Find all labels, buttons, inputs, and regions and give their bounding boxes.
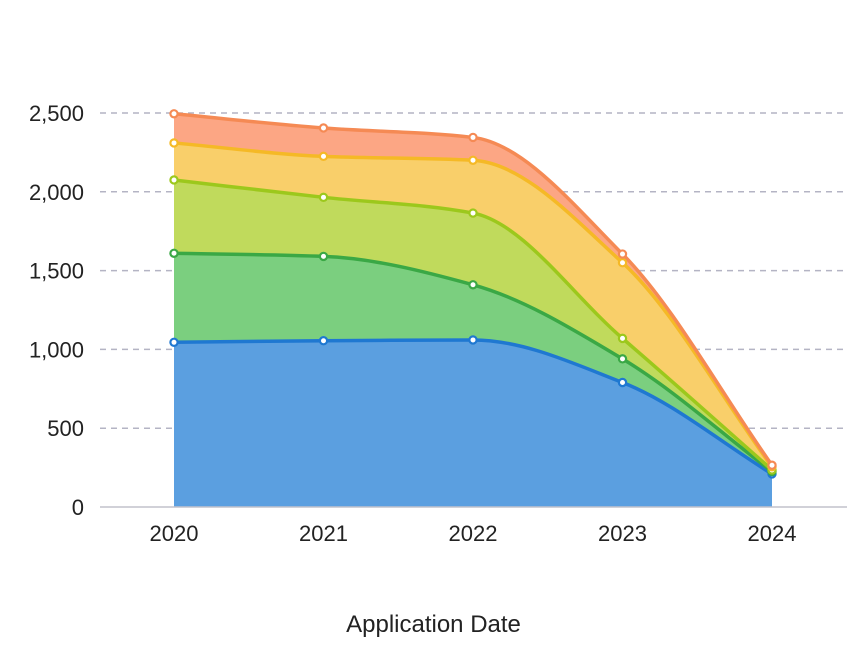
data-point xyxy=(320,337,327,344)
data-point xyxy=(170,176,177,183)
y-tick-label: 500 xyxy=(47,416,84,441)
data-point xyxy=(320,253,327,260)
data-point xyxy=(170,110,177,117)
data-point xyxy=(320,124,327,131)
y-tick-label: 1,500 xyxy=(29,259,84,284)
data-point xyxy=(170,339,177,346)
x-axis-title: Application Date xyxy=(346,611,521,638)
y-tick-label: 0 xyxy=(72,495,84,520)
data-point xyxy=(469,209,476,216)
y-tick-label: 2,000 xyxy=(29,180,84,205)
data-point xyxy=(768,462,775,469)
data-point xyxy=(320,194,327,201)
data-point xyxy=(619,355,626,362)
data-point xyxy=(619,335,626,342)
data-point xyxy=(619,379,626,386)
data-point xyxy=(170,250,177,257)
y-tick-label: 2,500 xyxy=(29,101,84,126)
series-areas xyxy=(174,114,772,507)
data-point xyxy=(170,139,177,146)
x-tick-label: 2022 xyxy=(449,521,498,546)
data-point xyxy=(619,259,626,266)
data-point xyxy=(469,281,476,288)
data-point xyxy=(469,134,476,141)
x-tick-label: 2024 xyxy=(748,521,797,546)
x-tick-label: 2021 xyxy=(299,521,348,546)
data-point xyxy=(469,336,476,343)
data-point xyxy=(320,153,327,160)
data-point xyxy=(469,157,476,164)
data-point xyxy=(619,250,626,257)
x-tick-label: 2020 xyxy=(150,521,199,546)
x-tick-label: 2023 xyxy=(598,521,647,546)
y-tick-label: 1,000 xyxy=(29,337,84,362)
